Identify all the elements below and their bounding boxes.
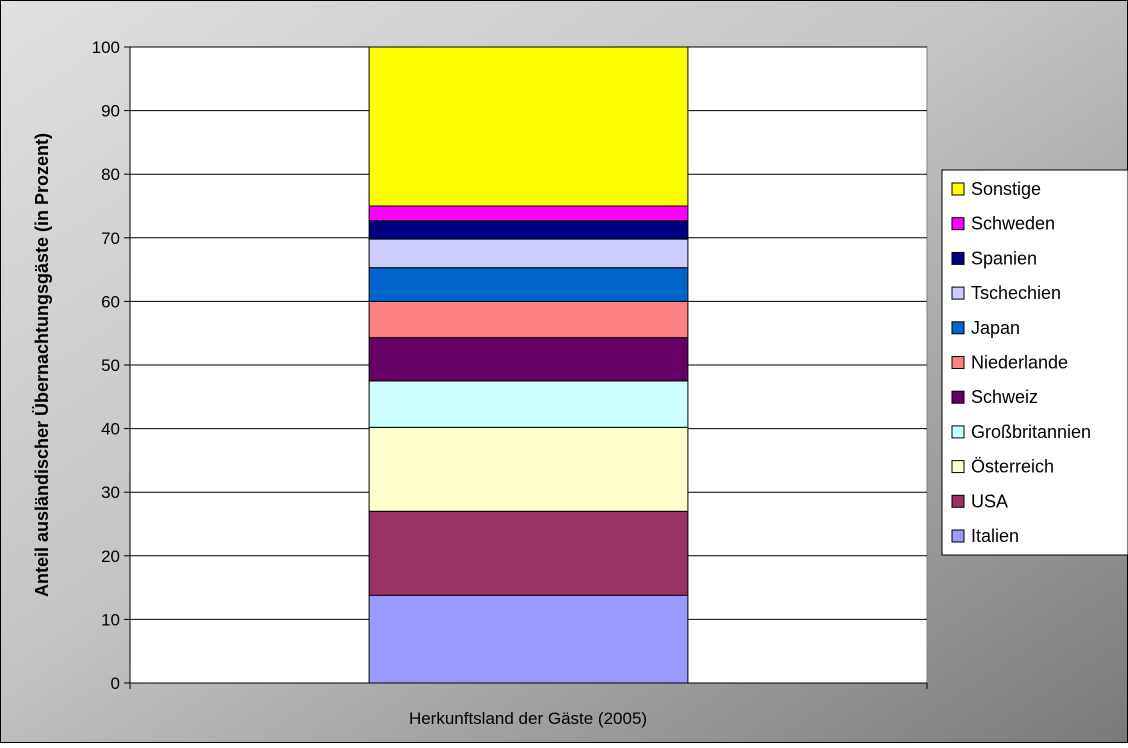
legend-label-schweiz: Schweiz: [971, 387, 1038, 407]
y-tick-label: 80: [101, 165, 120, 184]
bar-segment-schweiz: [368, 337, 689, 382]
bar-segment-italien: [368, 594, 689, 684]
bar-segment-usa: [368, 510, 689, 596]
legend-label-gro-britannien: Großbritannien: [971, 422, 1091, 442]
legend-label-schweden: Schweden: [971, 214, 1055, 234]
x-axis-label: Herkunftsland der Gäste (2005): [409, 709, 647, 728]
legend-swatch-italien: [951, 529, 965, 543]
legend-label--sterreich: Österreich: [971, 457, 1054, 477]
y-tick-label: 10: [101, 610, 120, 629]
legend-label-tschechien: Tschechien: [971, 283, 1061, 303]
legend-box: [941, 169, 1128, 556]
legend-swatch-japan: [951, 321, 965, 335]
y-tick-label: 30: [101, 483, 120, 502]
bar-stack: [368, 46, 689, 684]
y-tick-label: 100: [92, 38, 120, 57]
y-tick-labels: 0 10 20 30 40 50 60 70 80 90 100: [92, 38, 120, 693]
legend-swatch-niederlande: [951, 356, 965, 369]
bar-segment-japan: [368, 267, 689, 302]
y-tick-label: 20: [101, 547, 120, 566]
bar-segment-schweden: [368, 205, 689, 222]
y-tick-label: 90: [101, 102, 120, 121]
legend-swatch-sonstige: [951, 182, 965, 196]
legend-swatch-spanien: [951, 251, 965, 265]
y-axis-label: Anteil ausländischer Übernachtungsgäste …: [32, 133, 52, 597]
legend-label-niederlande: Niederlande: [971, 353, 1068, 373]
legend-label-spanien: Spanien: [971, 248, 1037, 268]
legend-swatch-schweden: [951, 217, 965, 231]
legend: Sonstige Schweden Spanien Tschechien Japan Ni…: [941, 169, 1128, 556]
legend-swatch-tschechien: [951, 286, 965, 300]
legend-swatch--sterreich: [951, 460, 965, 474]
axes: [124, 46, 928, 689]
bar-segment-tschechien: [368, 238, 689, 269]
legend-label-italien: Italien: [971, 526, 1019, 546]
legend-label-japan: Japan: [971, 318, 1020, 338]
bar-segment-niederlande: [368, 300, 689, 339]
y-tick-label: 60: [101, 292, 120, 311]
legend-swatch-usa: [951, 494, 965, 508]
bar-segment-gro-britannien: [368, 380, 689, 428]
bar-segment-spanien: [368, 220, 689, 240]
legend-items: Sonstige Schweden Spanien Tschechien Japan Ni…: [951, 179, 1091, 546]
bar-segment--sterreich: [368, 426, 689, 512]
y-tick-label: 40: [101, 420, 120, 439]
legend-swatch-schweiz: [951, 390, 965, 404]
y-tick-label: 0: [111, 674, 120, 693]
bar-segment-sonstige: [368, 46, 689, 207]
y-tick-label: 50: [101, 356, 120, 375]
legend-swatch-gro-britannien: [951, 425, 965, 439]
y-tick-label: 70: [101, 229, 120, 248]
legend-label-usa: USA: [971, 491, 1008, 511]
legend-label-sonstige: Sonstige: [971, 179, 1041, 199]
